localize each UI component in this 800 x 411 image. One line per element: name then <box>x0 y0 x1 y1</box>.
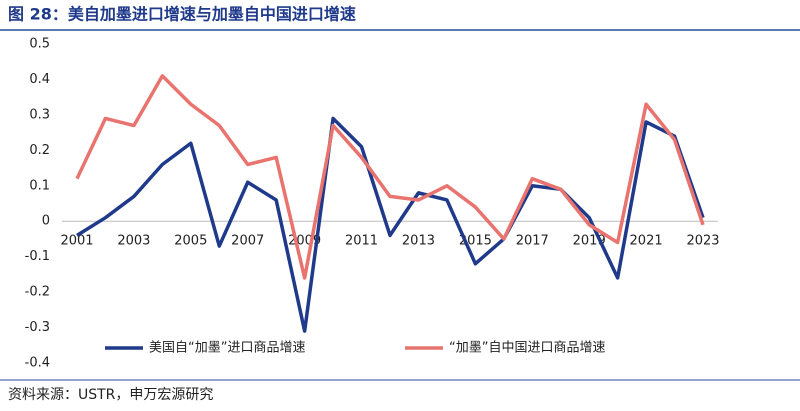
y-tick-label: 0 <box>42 214 50 229</box>
y-tick-label: -0.4 <box>25 356 50 371</box>
y-tick-label: 0.2 <box>29 143 50 158</box>
x-tick-label: 2013 <box>402 234 435 249</box>
chart-title: 图 28：美自加墨进口增速与加墨自中国进口增速 <box>8 5 356 24</box>
line-series <box>75 74 705 280</box>
legend-label: “加墨”自中国进口商品增速 <box>449 341 605 356</box>
y-tick-label: 0.4 <box>29 72 50 87</box>
legend-label: 美国自“加墨”进口商品增速 <box>149 341 305 356</box>
y-tick-label: -0.2 <box>25 285 50 300</box>
x-tick-label: 2001 <box>60 234 93 249</box>
x-tick-label: 2021 <box>630 234 663 249</box>
line-series <box>76 116 705 333</box>
x-tick-label: 2017 <box>516 234 549 249</box>
x-tick-label: 2011 <box>345 234 378 249</box>
y-tick-label: 0.5 <box>29 37 50 52</box>
y-tick-label: 0.1 <box>29 178 50 193</box>
y-tick-label: 0.3 <box>29 107 50 122</box>
y-tick-label: -0.3 <box>25 320 50 335</box>
x-tick-label: 2007 <box>231 234 264 249</box>
x-tick-label: 2023 <box>686 234 719 249</box>
y-tick-label: -0.1 <box>25 249 50 264</box>
x-tick-label: 2005 <box>174 234 207 249</box>
source-note: 资料来源：USTR，申万宏源研究 <box>8 387 213 403</box>
x-tick-label: 2003 <box>117 234 150 249</box>
